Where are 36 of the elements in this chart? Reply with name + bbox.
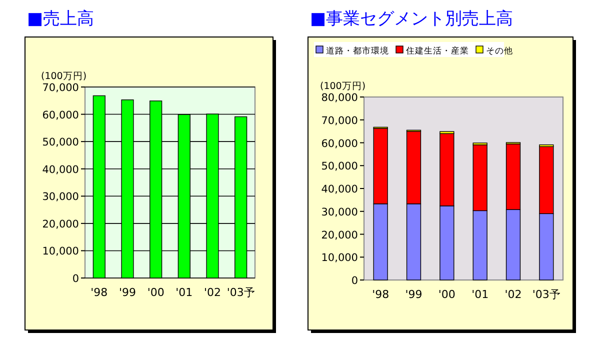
y-axis-title: (100万円) xyxy=(41,71,87,82)
y-tick-label: 10,000 xyxy=(321,252,358,264)
chart-title: ■売上高 xyxy=(27,9,94,29)
legend-label: 道路・都市環境 xyxy=(326,46,389,56)
y-tick-label: 0 xyxy=(351,275,358,287)
y-tick-label: 10,000 xyxy=(42,246,79,258)
y-tick-label: 60,000 xyxy=(321,138,358,150)
x-tick-label: '03予 xyxy=(532,288,560,301)
x-tick-label: '99 xyxy=(118,286,136,299)
x-tick-label: '03予 xyxy=(226,286,255,299)
x-tick-label: '02 xyxy=(504,288,522,301)
y-tick-label: 60,000 xyxy=(42,109,79,122)
legend-label: 住建生活・産業 xyxy=(406,46,469,56)
y-tick-label: 30,000 xyxy=(42,191,79,204)
y-tick-label: 40,000 xyxy=(321,184,358,196)
x-tick-label: '99 xyxy=(405,288,422,301)
x-tick-label: '98 xyxy=(372,288,390,301)
y-tick-label: 30,000 xyxy=(321,206,358,218)
y-axis-title: (100万円) xyxy=(320,81,366,92)
y-tick-label: 0 xyxy=(72,273,79,285)
y-tick-label: 80,000 xyxy=(321,92,358,104)
x-tick-label: '01 xyxy=(472,288,489,301)
x-tick-label: '98 xyxy=(90,286,108,299)
y-tick-label: 70,000 xyxy=(321,114,358,127)
y-tick-label: 20,000 xyxy=(42,218,79,230)
chart-title: ■事業セグメント別売上高 xyxy=(310,9,514,29)
y-tick-label: 50,000 xyxy=(42,136,79,149)
x-tick-label: '02 xyxy=(204,286,222,299)
x-tick-label: '00 xyxy=(438,288,456,301)
y-tick-label: 40,000 xyxy=(42,164,79,176)
y-tick-label: 20,000 xyxy=(321,229,358,242)
y-tick-label: 50,000 xyxy=(321,160,358,173)
x-tick-label: '00 xyxy=(147,286,164,299)
legend-label: その他 xyxy=(486,46,513,56)
x-tick-label: '01 xyxy=(176,286,193,299)
y-tick-label: 70,000 xyxy=(42,82,79,94)
